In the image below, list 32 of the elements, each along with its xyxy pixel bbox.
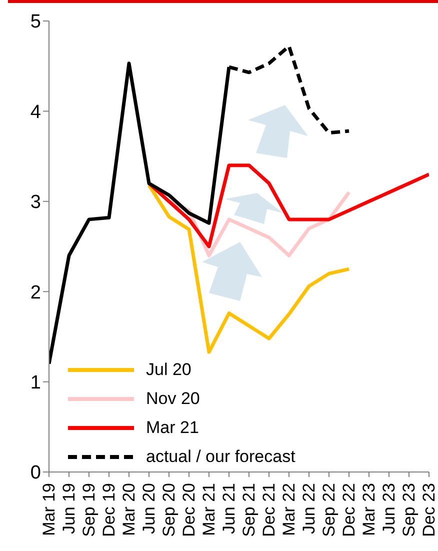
x-tick-label: Jun 20 bbox=[140, 483, 158, 534]
x-tick-label: Dec 22 bbox=[340, 483, 358, 537]
x-tick-label: Mar 19 bbox=[40, 483, 58, 536]
y-tick-label: 5 bbox=[30, 12, 41, 33]
x-tick-label: Jun 21 bbox=[220, 483, 238, 534]
x-tick-label: Jun 19 bbox=[60, 483, 78, 534]
y-tick-label: 2 bbox=[30, 282, 41, 304]
x-tick-label: Mar 23 bbox=[360, 483, 378, 536]
x-tick-label: Sep 23 bbox=[400, 483, 418, 537]
x-tick-label: Dec 21 bbox=[260, 483, 278, 537]
y-tick-label: 0 bbox=[30, 462, 41, 484]
x-tick-label: Sep 20 bbox=[160, 483, 178, 537]
x-tick-label: Sep 21 bbox=[240, 483, 258, 537]
x-tick-label: Dec 23 bbox=[420, 483, 438, 537]
x-tick-label: Jun 22 bbox=[300, 483, 318, 534]
y-tick-label: 4 bbox=[30, 102, 42, 123]
y-tick-label: 1 bbox=[30, 372, 41, 394]
x-tick-label: Sep 19 bbox=[80, 483, 98, 537]
y-tick-label: 3 bbox=[30, 192, 41, 214]
x-tick-label: Dec 20 bbox=[180, 483, 198, 537]
x-tick-label: Mar 20 bbox=[120, 483, 138, 536]
legend-label: Nov 20 bbox=[146, 388, 200, 408]
x-tick-label: Mar 21 bbox=[200, 483, 218, 536]
line-series bbox=[147, 183, 351, 354]
legend-label: Jul 20 bbox=[146, 360, 192, 380]
x-tick-label: Mar 22 bbox=[280, 483, 298, 536]
line-series bbox=[147, 164, 429, 248]
legend-label: actual / our forecast bbox=[146, 446, 296, 466]
legend-label: Mar 21 bbox=[146, 418, 199, 438]
x-tick-label: Dec 19 bbox=[100, 483, 118, 537]
x-tick-label: Jun 23 bbox=[380, 483, 398, 534]
x-tick-label: Sep 22 bbox=[320, 483, 338, 537]
